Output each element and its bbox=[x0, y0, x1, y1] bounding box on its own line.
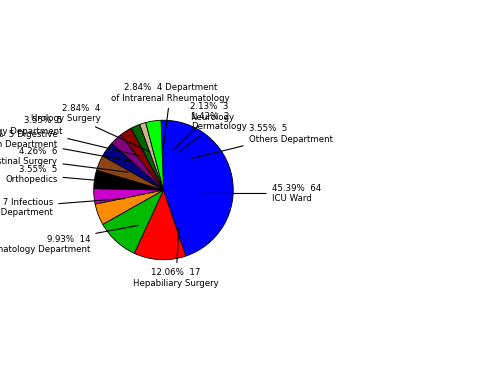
Wedge shape bbox=[94, 189, 164, 204]
Wedge shape bbox=[146, 120, 164, 190]
Wedge shape bbox=[102, 143, 164, 190]
Text: 3.55%  5
Orthopedics: 3.55% 5 Orthopedics bbox=[5, 165, 125, 184]
Text: 3.55%  5 Digestive
System Department: 3.55% 5 Digestive System Department bbox=[0, 130, 133, 162]
Wedge shape bbox=[131, 124, 164, 190]
Wedge shape bbox=[112, 135, 164, 190]
Text: 9.93%  14
Hematology Department: 9.93% 14 Hematology Department bbox=[0, 225, 138, 254]
Text: 45.39%  64
ICU Ward: 45.39% 64 ICU Ward bbox=[202, 184, 321, 203]
Text: 4.96%  7 Infectious
disease Department: 4.96% 7 Infectious disease Department bbox=[0, 198, 124, 217]
Wedge shape bbox=[121, 128, 164, 190]
Text: 3.55%  5
Others Department: 3.55% 5 Others Department bbox=[192, 125, 332, 159]
Text: 3.55%  5
Oncology Department: 3.55% 5 Oncology Department bbox=[0, 116, 140, 156]
Wedge shape bbox=[161, 120, 234, 256]
Wedge shape bbox=[140, 122, 164, 190]
Text: 12.06%  17
Hepabiliary Surgery: 12.06% 17 Hepabiliary Surgery bbox=[133, 229, 219, 288]
Text: 4.26%  6
Gastrointestinal Surgery: 4.26% 6 Gastrointestinal Surgery bbox=[0, 147, 128, 172]
Text: 2.84%  4
Urology Surgery: 2.84% 4 Urology Surgery bbox=[31, 104, 150, 152]
Wedge shape bbox=[96, 156, 164, 190]
Wedge shape bbox=[95, 190, 164, 224]
Text: 1.42%  2
Dermatology: 1.42% 2 Dermatology bbox=[179, 112, 248, 152]
Text: 2.13%  3
Neurology: 2.13% 3 Neurology bbox=[173, 102, 234, 150]
Wedge shape bbox=[134, 190, 186, 260]
Text: 2.84%  4 Department
of Intrarenal Rheumatology: 2.84% 4 Department of Intrarenal Rheumat… bbox=[111, 84, 230, 148]
Wedge shape bbox=[94, 170, 164, 190]
Wedge shape bbox=[103, 190, 164, 253]
